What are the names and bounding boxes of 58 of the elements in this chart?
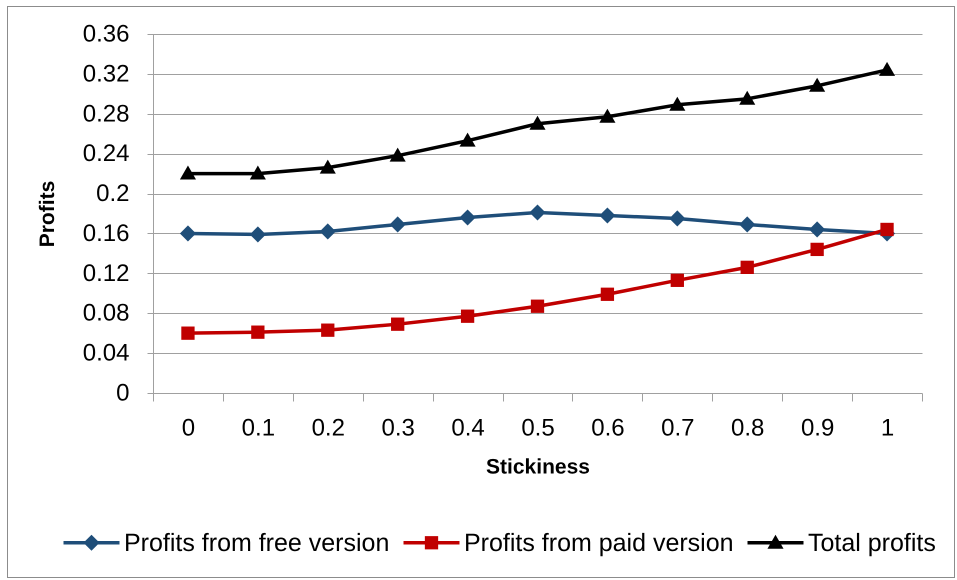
y-tick-label: 0.24	[82, 140, 130, 168]
legend-label: Profits from paid version	[464, 528, 734, 557]
x-tick-label: 0	[182, 414, 196, 442]
y-tick-label: 0.36	[82, 20, 130, 48]
x-tick-label: 0.8	[731, 414, 764, 442]
point	[320, 223, 336, 240]
y-tick-label: 0.12	[82, 260, 130, 287]
point	[529, 116, 546, 130]
point	[669, 96, 686, 111]
x-tick-label: 0.1	[242, 414, 276, 442]
x-tick-label: 0.9	[800, 414, 834, 442]
point	[739, 90, 756, 105]
point	[250, 226, 266, 242]
x-tick-label: 0.5	[521, 414, 555, 442]
y-tick-label: 0.2	[96, 180, 130, 208]
point	[809, 78, 826, 92]
x-tick-label: 1	[880, 414, 894, 442]
y-axis-title: Profits	[36, 180, 59, 248]
point	[669, 210, 686, 227]
point	[460, 132, 476, 147]
point	[530, 300, 544, 313]
point	[880, 222, 894, 236]
point	[739, 216, 756, 233]
point	[391, 318, 404, 331]
legend-label: Total profits	[808, 528, 936, 557]
x-tick-label: 0.6	[591, 414, 625, 442]
point	[251, 326, 265, 339]
y-tick-label: 0.32	[82, 60, 130, 88]
point	[599, 207, 616, 224]
x-tick-label: 0.7	[661, 414, 695, 442]
point	[810, 242, 824, 256]
x-axis-title: Stickiness	[486, 456, 590, 478]
point	[390, 148, 406, 162]
y-tick-label: 0.16	[82, 220, 130, 247]
point	[460, 310, 474, 323]
point	[670, 274, 684, 287]
y-tick-label: 0.08	[82, 300, 130, 327]
point	[809, 221, 826, 238]
y-tick-label: 0	[116, 380, 130, 406]
x-tick-label: 0.3	[381, 414, 415, 442]
point	[250, 166, 266, 180]
point	[321, 324, 334, 337]
point	[180, 225, 196, 242]
x-tick-label: 0.2	[312, 414, 345, 442]
point	[599, 108, 616, 123]
point	[180, 166, 196, 180]
x-tick-label: 0.4	[451, 414, 485, 442]
point	[740, 260, 754, 274]
point	[181, 326, 195, 340]
y-tick-label: 0.28	[82, 100, 130, 128]
point	[320, 160, 336, 174]
point	[460, 209, 476, 226]
point	[390, 216, 406, 233]
point	[878, 62, 896, 76]
y-tick-label: 0.04	[82, 340, 130, 367]
point	[529, 204, 546, 221]
legend-label: Profits from free version	[124, 528, 390, 557]
point	[600, 288, 614, 301]
